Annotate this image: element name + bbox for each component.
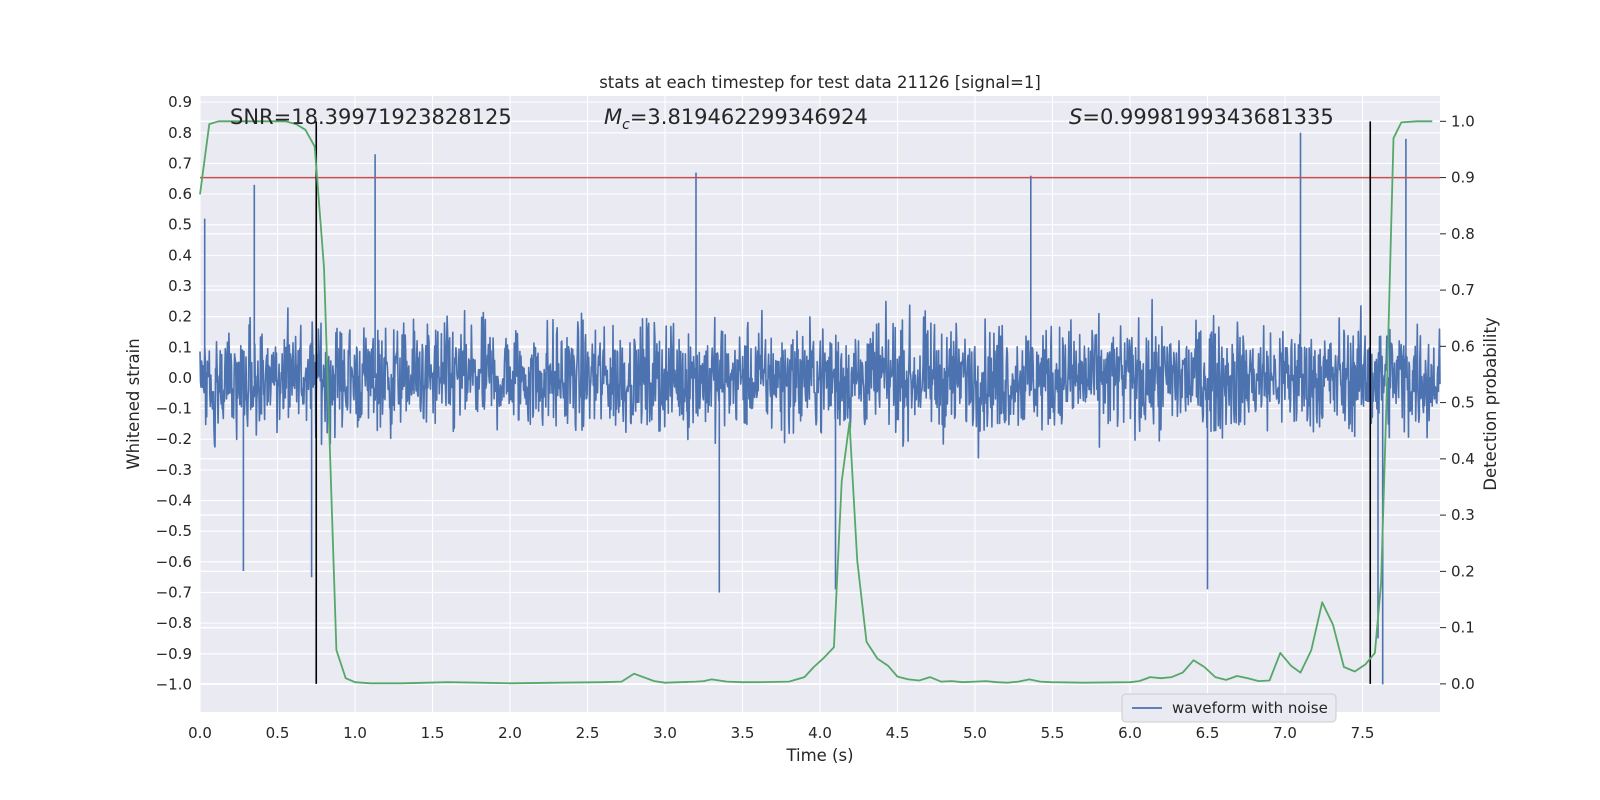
- y-right-tick-label: 0.6: [1451, 337, 1475, 355]
- y-tick-label: −0.4: [156, 492, 192, 510]
- axes: 0.0 0.5 1.0 1.5 2.0 2.5 3.0 3.5 4.0 4.5 5.0 5.5 6.0 6…: [156, 93, 1475, 742]
- probability-line: [199, 120, 1433, 685]
- x-tick-label: 2.5: [576, 724, 600, 742]
- mc-subscript: c: [622, 117, 630, 133]
- y-right-tick-label: 0.3: [1451, 506, 1475, 524]
- mc-symbol: M: [604, 105, 622, 129]
- annotation-snr: SNR=18.39971923828125: [230, 105, 512, 129]
- y-right-tick-label: 0.4: [1451, 450, 1475, 468]
- x-tick-label: 1.5: [421, 724, 445, 742]
- x-tick-label: 3.5: [731, 724, 755, 742]
- y-tick-label: 0.9: [168, 93, 192, 111]
- y-tick-label: 0.3: [168, 277, 192, 295]
- y-tick-label: −0.8: [156, 614, 192, 632]
- y-right-tick-label: 0.1: [1451, 619, 1475, 637]
- x-axis-label: Time (s): [785, 746, 853, 765]
- y-tick-label: −0.2: [156, 430, 192, 448]
- y-tick-label: −0.1: [156, 400, 192, 418]
- legend: waveform with noise: [1121, 693, 1337, 723]
- series-waveform-with-noise: [199, 132, 1441, 685]
- mc-value: =3.819462299346924: [630, 105, 868, 129]
- y-tick-label: 0.2: [168, 308, 192, 326]
- x-tick-label: 2.0: [498, 724, 522, 742]
- y-tick-label: −1.0: [156, 675, 192, 693]
- y-tick-label: 0.7: [168, 154, 192, 172]
- x-tick-label: 1.0: [343, 724, 367, 742]
- x-tick-label: 0.0: [188, 724, 212, 742]
- y-tick-label: 0.4: [168, 246, 192, 264]
- y-right-tick-label: 1.0: [1451, 112, 1475, 130]
- y-right-tick-label: 0.8: [1451, 225, 1475, 243]
- s-value: =0.9998199343681335: [1082, 105, 1333, 129]
- legend-box: [1121, 693, 1337, 723]
- y-tick-label: 0.8: [168, 124, 192, 142]
- x-tick-label: 6.0: [1118, 724, 1142, 742]
- y-tick-label: 0.6: [168, 185, 192, 203]
- x-tick-label: 5.0: [963, 724, 987, 742]
- y-tick-label: 0.5: [168, 216, 192, 234]
- annotation-chirp-mass: Mc=3.819462299346924: [604, 105, 868, 133]
- y-right-tick-label: 0.7: [1451, 281, 1475, 299]
- y-tick-label: −0.7: [156, 583, 192, 601]
- x-tick-label: 7.0: [1273, 724, 1297, 742]
- y-tick-label: −0.3: [156, 461, 192, 479]
- x-tick-label: 0.5: [266, 724, 290, 742]
- y-right-tick-label: 0.5: [1451, 394, 1475, 412]
- legend-label-waveform: waveform with noise: [1172, 699, 1328, 717]
- y-tick-label: −0.6: [156, 553, 192, 571]
- x-tick-label: 3.0: [653, 724, 677, 742]
- x-tick-label: 4.5: [886, 724, 910, 742]
- x-tick-label: 5.5: [1041, 724, 1065, 742]
- series-detection-probability: [199, 120, 1433, 685]
- waveform-line: [199, 132, 1441, 685]
- x-tick-label: 4.0: [808, 724, 832, 742]
- annotation-score: S=0.9998199343681335: [1069, 105, 1334, 129]
- y-tick-label: −0.9: [156, 645, 192, 663]
- overlays: [200, 121, 1440, 684]
- x-tick-label: 6.5: [1196, 724, 1220, 742]
- y-right-tick-label: 0.0: [1451, 675, 1475, 693]
- y-right-tick-label: 0.2: [1451, 562, 1475, 580]
- y-tick-label: 0.1: [168, 338, 192, 356]
- y-axis-right-label: Detection probability: [1481, 317, 1500, 491]
- y-axis-label: Whitened strain: [124, 338, 143, 469]
- y-tick-label: −0.5: [156, 522, 192, 540]
- s-symbol: S: [1069, 105, 1082, 129]
- y-tick-label: 0.0: [168, 369, 192, 387]
- x-tick-label: 7.5: [1351, 724, 1375, 742]
- y-right-tick-label: 0.9: [1451, 169, 1475, 187]
- chart-title: stats at each timestep for test data 211…: [599, 73, 1041, 92]
